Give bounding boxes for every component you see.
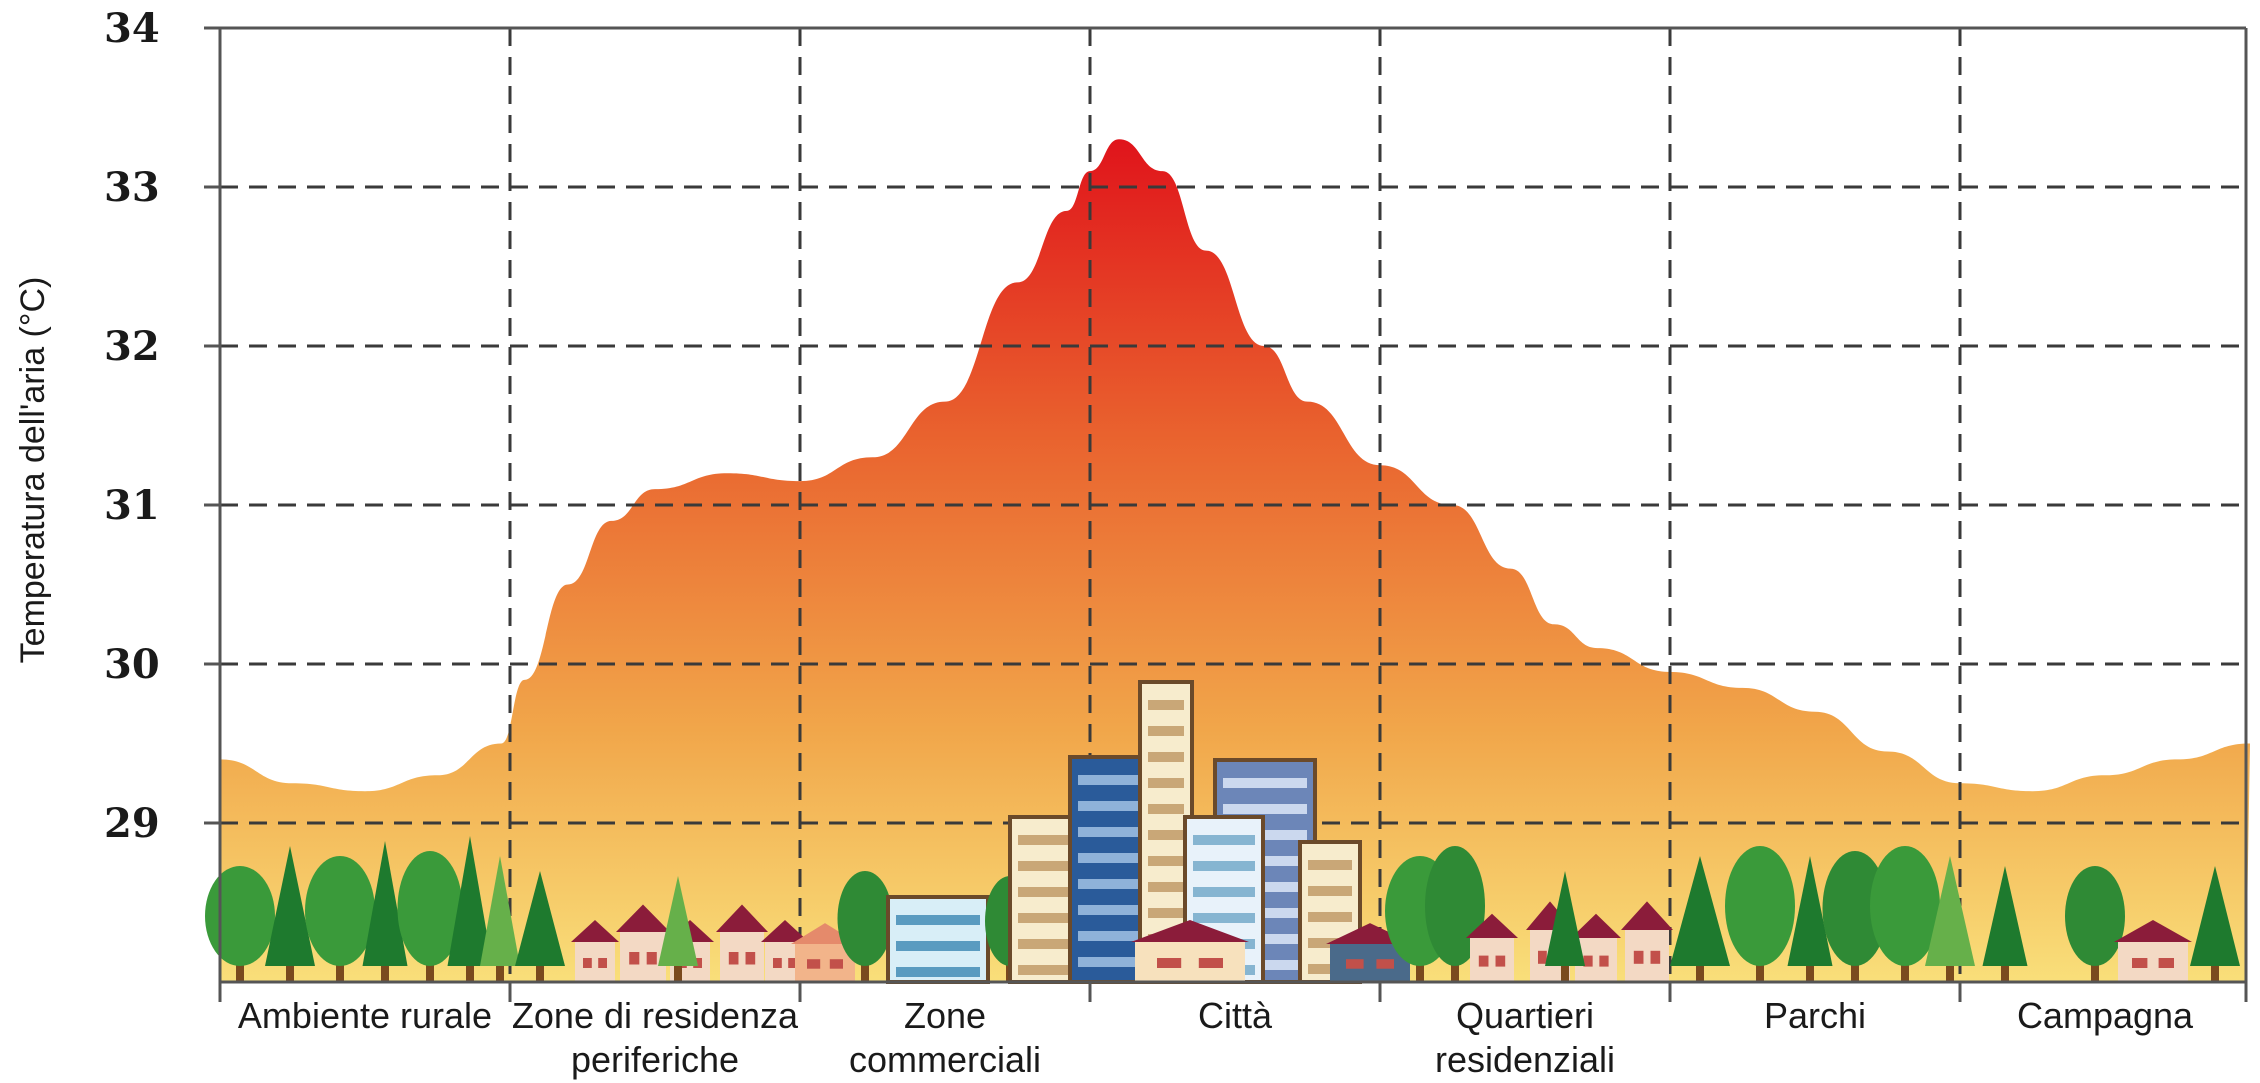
y-axis-label: Temperatura dell'aria (°C) — [14, 277, 52, 664]
tree-icon — [1670, 856, 1730, 982]
y-tick-label: 31 — [104, 482, 160, 529]
x-tick-label: Zone di residenza periferiche — [512, 995, 799, 1080]
y-tick-label: 33 — [104, 164, 160, 211]
tree-icon — [1925, 856, 1975, 982]
tree-icon — [480, 856, 520, 982]
tree-icon — [658, 876, 698, 982]
tree-icon — [362, 841, 408, 982]
x-tick-label: Parchi — [1764, 995, 1866, 1036]
tree-icon — [397, 851, 463, 982]
house-icon — [2114, 920, 2192, 982]
house-icon — [1466, 913, 1518, 982]
y-tick-labels: 29 30 31 32 33 34 — [104, 5, 160, 847]
tree-icon — [2190, 866, 2240, 982]
city-landscape-illustration — [205, 680, 2240, 984]
y-tick-label: 34 — [104, 5, 160, 52]
house-icon — [571, 920, 619, 982]
y-tick-label: 32 — [104, 323, 160, 370]
y-tick-label: 30 — [104, 641, 160, 688]
house-icon — [1131, 920, 1249, 982]
tree-icon — [1725, 846, 1795, 982]
building-icon — [886, 895, 990, 984]
x-tick-label: Città — [1198, 995, 1273, 1036]
house-icon — [716, 904, 768, 982]
tree-icon — [205, 866, 275, 982]
x-tick-label: Zone commerciali — [849, 995, 1041, 1080]
tree-icon — [1982, 866, 2028, 982]
axes — [204, 26, 2248, 1002]
tree-icon — [1870, 846, 1940, 982]
x-tick-label: Ambiente rurale — [238, 995, 492, 1036]
tree-icon — [305, 856, 375, 982]
tree-icon — [1787, 856, 1833, 982]
x-tick-label: Quartieri residenziali — [1435, 995, 1615, 1080]
house-icon — [1621, 901, 1673, 982]
y-tick-label: 29 — [104, 800, 160, 847]
tree-icon — [515, 871, 565, 982]
temperature-area-fill — [220, 139, 2250, 983]
tree-icon — [1545, 871, 1585, 982]
house-icon — [616, 904, 670, 982]
x-tick-labels: Ambiente rurale Zone di residenza periferi… — [238, 995, 2194, 1080]
tree-icon — [837, 871, 893, 982]
tree-icon — [447, 836, 493, 982]
tree-icon — [2065, 866, 2125, 982]
tree-icon — [1822, 851, 1888, 982]
x-tick-label: Campagna — [2017, 995, 2194, 1036]
temperature-area — [220, 139, 2250, 983]
tree-icon — [265, 846, 315, 982]
